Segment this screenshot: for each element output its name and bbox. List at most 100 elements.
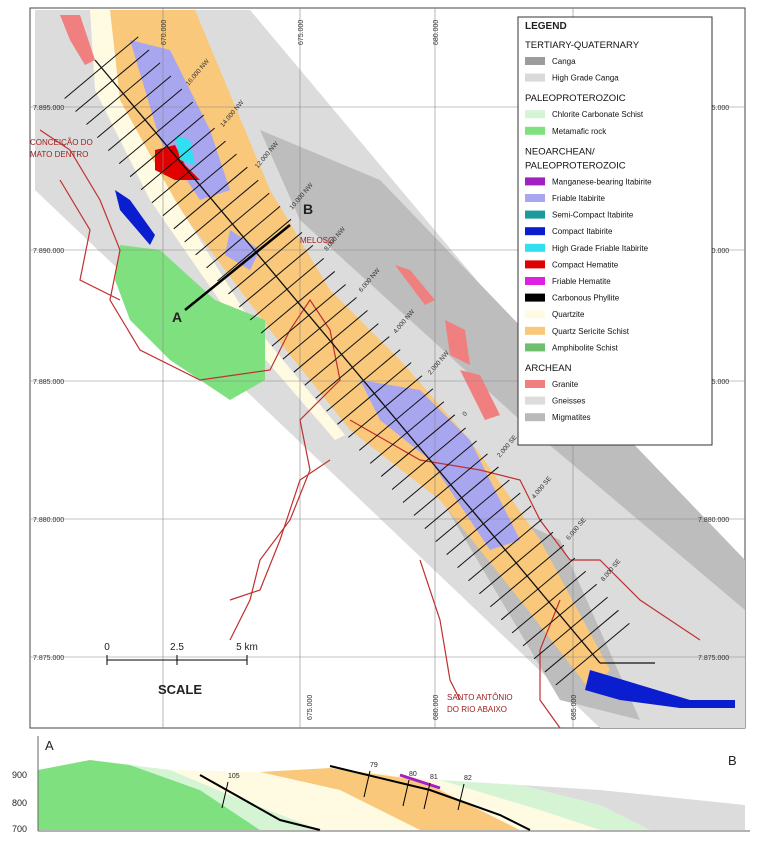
place-label: CONCEIÇÃO DO [30, 138, 93, 147]
compact-itabirite [115, 190, 155, 245]
legend-item: High Grade Canga [552, 74, 619, 83]
legend-item: High Grade Friable Itabirite [552, 244, 649, 253]
legend-swatch [525, 293, 545, 302]
legend-item: Metamafic rock [552, 127, 607, 136]
drill-hole [423, 782, 431, 810]
legend-item: Manganese-bearing Itabirite [552, 177, 652, 186]
elevation-label: 800 [12, 798, 27, 808]
northing-label: 7.890.000 [33, 248, 64, 255]
scale-tick: 5 km [236, 642, 258, 653]
northing-label: 7.875.000 [33, 655, 64, 662]
friable-itabirite [130, 40, 230, 200]
legend-swatch [525, 73, 545, 82]
scale-bar [106, 655, 248, 665]
place-label: DO RIO ABAIXO [447, 705, 507, 714]
legend-item: Semi-Compact Itabirite [552, 211, 634, 220]
legend-swatch [525, 210, 545, 219]
legend-swatch [525, 413, 545, 422]
legend-swatch [525, 380, 545, 388]
legend-item: Amphibolite Schist [552, 343, 619, 352]
legend-swatch [525, 260, 545, 269]
legend-group: PALEOPROTEROZOIC [525, 93, 626, 104]
legend-group: NEOARCHEAN/ [525, 146, 595, 157]
legend-item: Granite [552, 380, 579, 389]
legend-swatch [525, 227, 545, 236]
places: CONCEIÇÃO DO MATO DENTRO MELOSO SANTO ANTÔN… [30, 138, 513, 714]
coordinate-grid [30, 8, 745, 728]
compact-itabirite [585, 670, 735, 708]
legend-item: Friable Itabirite [552, 194, 605, 203]
roads [39, 129, 701, 729]
friable-itabirite [360, 380, 520, 550]
legend: TERTIARY-QUATERNARY Canga High Grade Canga… [525, 40, 652, 422]
profile-end: B [303, 201, 313, 217]
drill-holes: 105 79 80 81 82 [221, 762, 472, 811]
legend-item: Chlorite Carbonate Schist [552, 110, 644, 119]
drill-hole [457, 783, 465, 811]
drill-hole-label: 105 [228, 773, 240, 780]
scale-label: SCALE [158, 682, 202, 697]
traverse-line [94, 59, 601, 664]
granite [395, 265, 435, 305]
easting-label: 675.000 [298, 20, 305, 45]
scale-tick: 2.5 [170, 642, 184, 653]
northing-label: 7.885.000 [33, 379, 64, 386]
legend-item: Quartzite [552, 310, 585, 319]
legend-swatch [525, 310, 545, 319]
legend-swatch [525, 243, 545, 252]
legend-group: ARCHEAN [525, 363, 572, 374]
legend-item: Quartz Sericite Schist [552, 327, 630, 336]
place-label: MELOSO [300, 236, 334, 245]
profile-b: B [728, 753, 737, 768]
drill-hole [363, 770, 371, 798]
drill-hole-label: 80 [409, 771, 417, 778]
legend-group: PALEOPROTEROZOIC [525, 160, 626, 171]
easting-label: 670.000 [161, 20, 168, 45]
legend-title: LEGEND [525, 21, 567, 32]
northing-label: 7.895.000 [698, 105, 729, 112]
section-label: 0 [461, 410, 469, 418]
northing-label: 7.875.000 [698, 655, 729, 662]
legend-swatch [525, 110, 545, 119]
profile-line [184, 224, 291, 311]
legend-group: TERTIARY-QUATERNARY [525, 40, 640, 51]
drill-hole-label: 81 [430, 774, 438, 781]
legend-box [517, 16, 713, 446]
legend-item: Canga [552, 57, 576, 66]
granite [460, 370, 500, 420]
drill-hole-label: 82 [464, 775, 472, 782]
elevation-label: 700 [12, 824, 27, 834]
northing-label: 7.890.000 [698, 248, 729, 255]
northing-label: 7.880.000 [33, 517, 64, 524]
legend-swatch [525, 326, 545, 335]
metamafic [115, 245, 265, 400]
scale-tick: 0 [104, 642, 110, 653]
drill-hole [221, 781, 229, 809]
drill-hole [402, 779, 410, 807]
profile-a: A [45, 738, 54, 753]
legend-item: Compact Hematite [552, 260, 619, 269]
legend-item: Compact Itabirite [552, 227, 613, 236]
elevation-label: 900 [12, 770, 27, 780]
easting-label: 685.000 [571, 695, 578, 720]
legend-item: Migmatites [552, 413, 591, 422]
legend-swatch [525, 177, 545, 186]
cross-section [37, 736, 750, 832]
legend-item: Carbonous Phyllite [552, 294, 620, 303]
legend-item: Gneisses [552, 397, 585, 406]
easting-label: 675.000 [307, 695, 314, 720]
legend-swatch [525, 57, 545, 65]
granite [60, 15, 95, 65]
legend-item: Friable Hematite [552, 277, 611, 286]
profile-start: A [172, 309, 182, 325]
place-label: MATO DENTRO [30, 150, 88, 159]
legend-swatch [525, 343, 545, 352]
drill-hole-label: 79 [370, 762, 378, 769]
legend-swatch [525, 396, 545, 405]
granite [445, 320, 470, 365]
easting-label: 680.000 [433, 695, 440, 720]
place-label: SANTO ANTÔNIO [447, 693, 513, 702]
northing-label: 7.885.000 [698, 379, 729, 386]
northing-label: 7.880.000 [698, 517, 729, 524]
